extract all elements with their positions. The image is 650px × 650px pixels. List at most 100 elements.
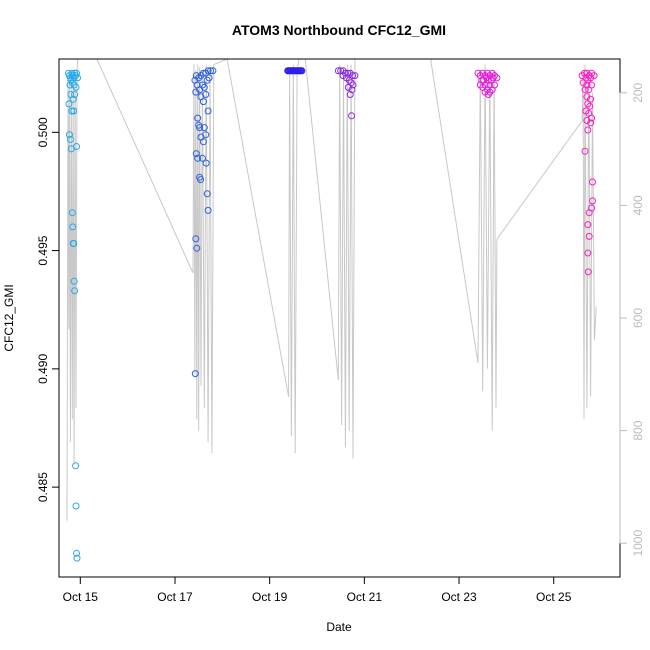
- data-point: [584, 126, 592, 134]
- data-point: [348, 86, 356, 94]
- data-point: [70, 277, 78, 285]
- data-point: [579, 79, 587, 87]
- data-point: [489, 74, 497, 82]
- data-point: [479, 69, 487, 77]
- data-point: [207, 67, 214, 75]
- data-point: [72, 83, 80, 91]
- y-tick-label: 0.485: [36, 472, 50, 502]
- x-axis-label: Date: [326, 620, 352, 634]
- data-point: [584, 268, 592, 276]
- data-point: [581, 86, 589, 94]
- data-point: [349, 72, 356, 80]
- data-point: [348, 112, 356, 120]
- chart-title: ATOM3 Northbound CFC12_GMI: [232, 22, 446, 38]
- data-point: [209, 67, 217, 75]
- data-point: [583, 93, 591, 101]
- data-point: [588, 69, 596, 77]
- data-point: [585, 86, 593, 94]
- x-tick-label: Oct 21: [347, 590, 383, 604]
- data-point: [70, 107, 78, 115]
- data-point: [585, 232, 593, 240]
- x-tick-label: Oct 25: [536, 590, 572, 604]
- data-point: [69, 223, 77, 231]
- data-point: [202, 91, 210, 98]
- data-point: [198, 154, 206, 162]
- y2-tick-label: 800: [631, 420, 645, 440]
- data-point: [488, 86, 496, 94]
- data-point: [192, 235, 200, 243]
- data-point: [68, 209, 76, 217]
- x-tick-label: Oct 23: [441, 590, 477, 604]
- data-point: [191, 370, 199, 378]
- data-point: [488, 69, 496, 77]
- data-point: [194, 154, 202, 162]
- data-point: [202, 159, 210, 167]
- y-tick-label: 0.490: [36, 354, 50, 384]
- data-point: [584, 221, 592, 229]
- data-point: [493, 74, 501, 82]
- data-point: [199, 98, 207, 106]
- data-point: [476, 72, 484, 80]
- data-point: [351, 72, 359, 80]
- data-point: [66, 81, 74, 89]
- x-tick-label: Oct 15: [63, 590, 99, 604]
- x-tick-label: Oct 17: [157, 590, 193, 604]
- data-point: [588, 114, 596, 122]
- data-point: [71, 287, 79, 295]
- y2-tick-label: 400: [631, 195, 645, 215]
- data-point: [587, 74, 595, 82]
- data-point: [589, 178, 596, 186]
- data-point: [71, 91, 79, 98]
- data-point: [589, 197, 596, 205]
- data-point: [583, 81, 591, 89]
- data-point: [200, 124, 208, 132]
- y2-axis-pressure: 200 400 600 800 1000: [619, 82, 645, 557]
- y-axis-label: CFC12_GMI: [2, 284, 16, 351]
- data-point: [483, 69, 491, 77]
- data-point: [584, 249, 592, 257]
- data-point: [204, 107, 212, 115]
- data-point: [199, 138, 207, 146]
- data-point: [204, 67, 212, 75]
- data-point: [193, 244, 201, 252]
- data-point: [484, 91, 492, 98]
- pressure-track-layer: [66, 58, 597, 521]
- y-tick-label: 0.495: [36, 235, 50, 265]
- data-point: [73, 549, 80, 557]
- data-point: [192, 72, 200, 80]
- data-point: [66, 135, 74, 143]
- y-tick-label: 0.500: [36, 117, 50, 147]
- data-point: [74, 74, 81, 82]
- data-point: [344, 83, 352, 91]
- y2-tick-label: 600: [631, 308, 645, 328]
- data-point: [73, 69, 80, 77]
- data-point: [586, 102, 594, 110]
- data-point: [587, 119, 595, 127]
- x-axis: Oct 15 Oct 17 Oct 19 Oct 21 Oct 23 Oct 25: [63, 576, 572, 604]
- data-point: [65, 100, 73, 108]
- data-point: [196, 124, 204, 132]
- data-point: [69, 95, 77, 103]
- data-point: [200, 83, 208, 91]
- data-point: [65, 131, 73, 139]
- data-point: [583, 69, 591, 77]
- data-points-layer: [65, 67, 598, 562]
- x-tick-label: Oct 19: [252, 590, 288, 604]
- data-point: [203, 190, 211, 198]
- data-point: [73, 554, 81, 562]
- data-point: [73, 143, 80, 150]
- pressure-line: [66, 58, 597, 521]
- data-point: [346, 91, 354, 98]
- data-point: [585, 209, 593, 217]
- data-point: [70, 240, 78, 247]
- data-point: [476, 81, 484, 89]
- data-point: [72, 462, 80, 470]
- data-point: [197, 176, 205, 184]
- y2-tick-label: 200: [631, 82, 645, 102]
- data-point: [205, 74, 213, 82]
- data-point: [334, 67, 342, 75]
- data-point: [192, 150, 200, 158]
- data-point: [72, 502, 80, 510]
- data-point: [68, 79, 76, 87]
